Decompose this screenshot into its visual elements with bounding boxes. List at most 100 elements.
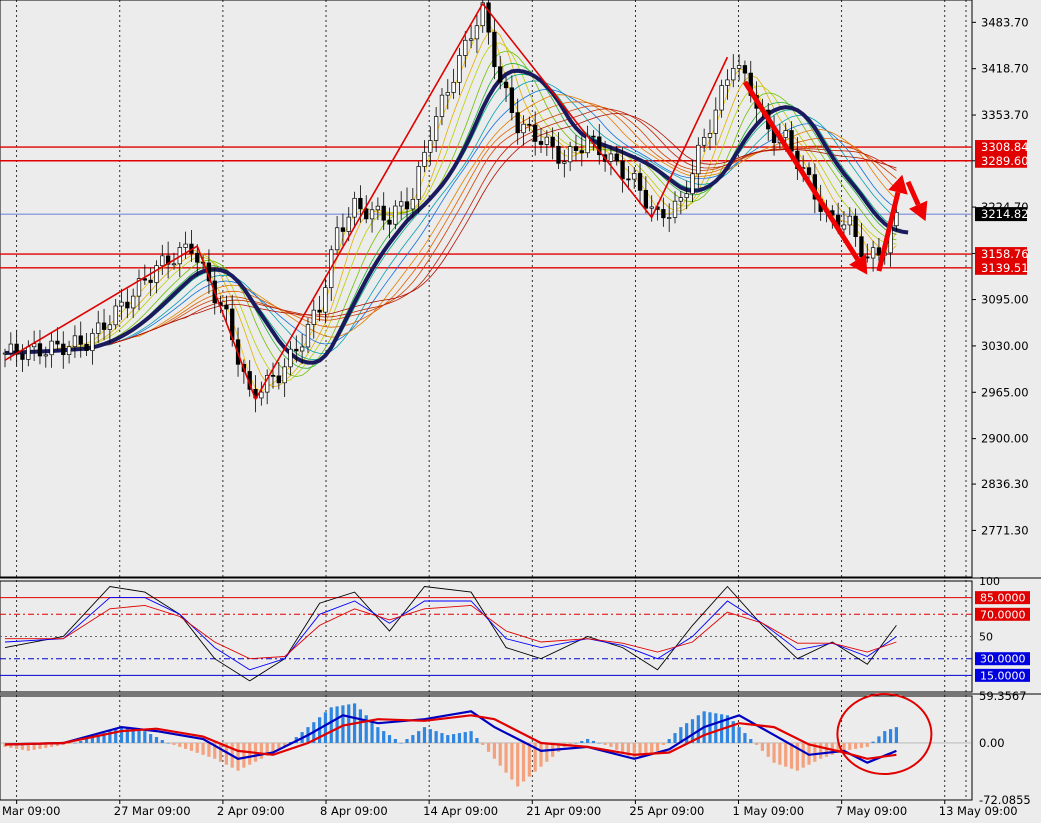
macd-histogram-bar bbox=[801, 742, 805, 768]
candle-body bbox=[573, 146, 579, 151]
candle-body bbox=[387, 219, 392, 225]
stochastic-level-label: 85.0000 bbox=[980, 592, 1026, 605]
candle-body bbox=[591, 135, 596, 138]
macd-histogram-bar bbox=[568, 742, 572, 745]
macd-histogram-bar bbox=[766, 742, 770, 757]
candle-body bbox=[364, 208, 369, 220]
candle-body bbox=[96, 322, 101, 334]
macd-histogram-bar bbox=[737, 727, 741, 743]
candle-body bbox=[311, 309, 316, 325]
candle-body bbox=[847, 215, 852, 226]
macd-histogram-bar bbox=[108, 731, 112, 743]
macd-histogram-bar bbox=[382, 731, 386, 743]
macd-tick-label: 0.00 bbox=[979, 736, 1005, 750]
macd-histogram-bar bbox=[102, 733, 106, 743]
stochastic-level-box bbox=[975, 652, 1030, 666]
candle-body bbox=[567, 146, 573, 163]
macd-tick-label: 59.3567 bbox=[979, 689, 1027, 703]
arrow-down-1[interactable] bbox=[742, 80, 860, 261]
macd-histogram-bar bbox=[854, 742, 858, 749]
macd-histogram-bar bbox=[609, 742, 613, 747]
x-tick-label: 2 Apr 09:00 bbox=[217, 804, 285, 818]
macd-histogram-bar bbox=[318, 717, 322, 743]
macd-histogram-bar bbox=[149, 734, 153, 743]
macd-histogram-bar bbox=[580, 740, 584, 743]
macd-histogram-bar bbox=[329, 707, 333, 743]
macd-histogram-bar bbox=[38, 742, 42, 749]
candle-body bbox=[160, 255, 165, 266]
macd-histogram-bar bbox=[50, 742, 54, 747]
candle-body bbox=[43, 354, 48, 357]
macd-histogram-bar bbox=[824, 742, 829, 757]
candle-body bbox=[614, 153, 619, 162]
candle-body bbox=[841, 224, 847, 230]
macd-histogram-bar bbox=[813, 742, 817, 762]
candle-body bbox=[672, 200, 678, 218]
trend-line-4[interactable] bbox=[482, 3, 653, 218]
candle-body bbox=[533, 124, 538, 142]
candle-body bbox=[422, 151, 427, 167]
ribbon-ma-line bbox=[4, 20, 897, 393]
macd-histogram-bar bbox=[323, 712, 328, 743]
candle-body bbox=[317, 309, 322, 313]
candle-body bbox=[323, 287, 328, 313]
macd-histogram-bar bbox=[428, 729, 432, 743]
candle-body bbox=[608, 153, 614, 162]
trend-line-5[interactable] bbox=[650, 56, 729, 218]
candle-body bbox=[503, 81, 509, 89]
trend-line-3[interactable] bbox=[254, 3, 484, 400]
candle-body bbox=[2, 352, 8, 355]
candle-body bbox=[90, 332, 95, 352]
candle-body bbox=[550, 136, 555, 147]
candle-body bbox=[171, 263, 177, 266]
price-pane bbox=[0, 0, 972, 413]
candle-body bbox=[457, 55, 462, 83]
candle-body bbox=[276, 375, 281, 384]
arrow-down-2[interactable] bbox=[905, 180, 921, 206]
macd-histogram-bar bbox=[504, 742, 508, 773]
candle-body bbox=[55, 340, 60, 345]
stochastic-level-label: 70.0000 bbox=[980, 608, 1026, 621]
annotation-ellipse[interactable] bbox=[836, 693, 933, 775]
macd-histogram-bar bbox=[469, 731, 473, 743]
candle-body bbox=[562, 161, 567, 164]
candle-body bbox=[463, 39, 468, 56]
x-tick-label: 21 Apr 09:00 bbox=[526, 804, 601, 818]
candle-body bbox=[492, 31, 497, 68]
candle-body bbox=[445, 92, 450, 96]
macd-histogram-bar bbox=[883, 731, 887, 743]
candle-body bbox=[498, 66, 503, 83]
candle-body bbox=[393, 205, 398, 225]
candle-body bbox=[61, 343, 66, 356]
macd-histogram-bar bbox=[743, 733, 747, 743]
candle-body bbox=[451, 81, 456, 93]
arrow-up-1[interactable] bbox=[876, 191, 901, 272]
arrows bbox=[742, 80, 928, 275]
macd-histogram-bar bbox=[859, 742, 864, 748]
candle-body bbox=[20, 353, 25, 360]
macd-histogram-bar bbox=[96, 735, 100, 743]
macd-histogram-bar bbox=[632, 742, 636, 759]
macd-tick-label: -72.0855 bbox=[979, 793, 1031, 807]
ribbon-ma-line bbox=[4, 50, 897, 378]
candle-body bbox=[853, 215, 858, 238]
macd-histogram-bar bbox=[760, 742, 765, 751]
ribbon-ma-line bbox=[4, 29, 897, 388]
macd-histogram-bar bbox=[795, 742, 799, 771]
price-label: 3308.84 bbox=[981, 140, 1029, 154]
stochastic-tick-label: 50 bbox=[979, 631, 993, 644]
macd-histogram-bar bbox=[399, 742, 403, 744]
macd-histogram-bar bbox=[259, 742, 263, 759]
candle-body bbox=[183, 243, 188, 248]
candle-body bbox=[346, 216, 351, 232]
x-tick-label: 14 Apr 09:00 bbox=[423, 804, 498, 818]
macd-histogram-bar bbox=[335, 706, 339, 743]
macd-histogram-bar bbox=[131, 729, 135, 743]
trend-line-1[interactable] bbox=[4, 245, 198, 361]
macd-histogram-bar bbox=[731, 721, 735, 743]
trend-line-2[interactable] bbox=[196, 245, 257, 400]
candle-body bbox=[352, 197, 357, 218]
candle-body bbox=[637, 173, 643, 191]
